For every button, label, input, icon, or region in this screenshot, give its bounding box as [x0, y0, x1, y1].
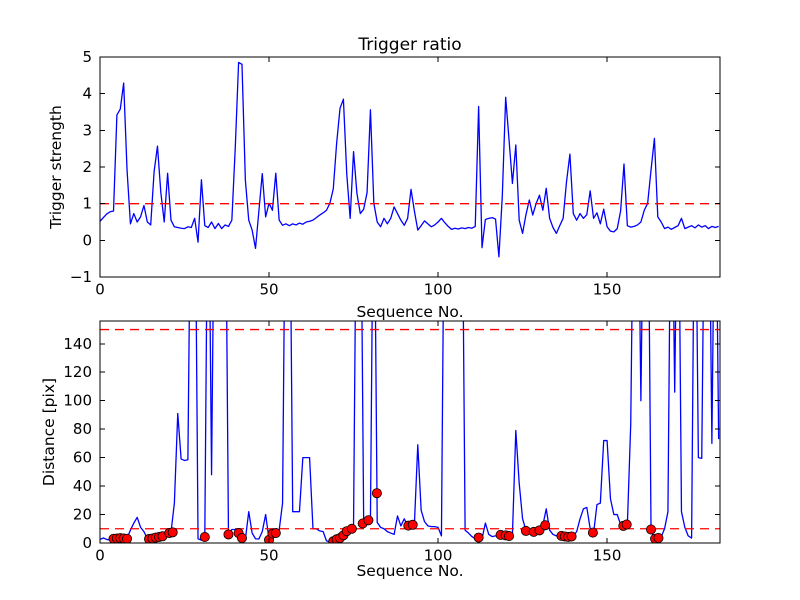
- ytick-label: 2: [82, 158, 92, 176]
- xtick-label: 0: [95, 281, 105, 299]
- ytick-label: 140: [63, 335, 92, 353]
- xtick-label: 150: [593, 547, 622, 565]
- top-chart-title: Trigger ratio: [358, 35, 462, 55]
- xtick-label: 50: [259, 281, 278, 299]
- ytick-label: 0: [82, 231, 92, 249]
- top-chart-xlabel: Sequence No.: [356, 303, 464, 321]
- xtick-label: 50: [259, 547, 278, 565]
- xtick-label: 150: [593, 281, 622, 299]
- ytick-label: 60: [73, 449, 92, 467]
- ytick-label: 0: [82, 534, 92, 552]
- ytick-label: 20: [73, 506, 92, 524]
- ytick-label: 3: [82, 121, 92, 139]
- xtick-label: 100: [424, 281, 453, 299]
- ytick-label: 1: [82, 195, 92, 213]
- ytick-label: 5: [82, 48, 92, 66]
- ytick-label: 4: [82, 85, 92, 103]
- ytick-label: 40: [73, 477, 92, 495]
- ytick-label: −1: [70, 268, 92, 286]
- bottom-chart-ylabel: Distance [pix]: [40, 377, 58, 487]
- ytick-label: 100: [63, 392, 92, 410]
- ytick-label: 120: [63, 363, 92, 381]
- top-chart-ylabel: Trigger strength: [47, 105, 65, 229]
- bottom-chart-xlabel: Sequence No.: [356, 562, 464, 580]
- xtick-label: 0: [95, 547, 105, 565]
- ytick-label: 80: [73, 420, 92, 438]
- xtick-label: 100: [424, 547, 453, 565]
